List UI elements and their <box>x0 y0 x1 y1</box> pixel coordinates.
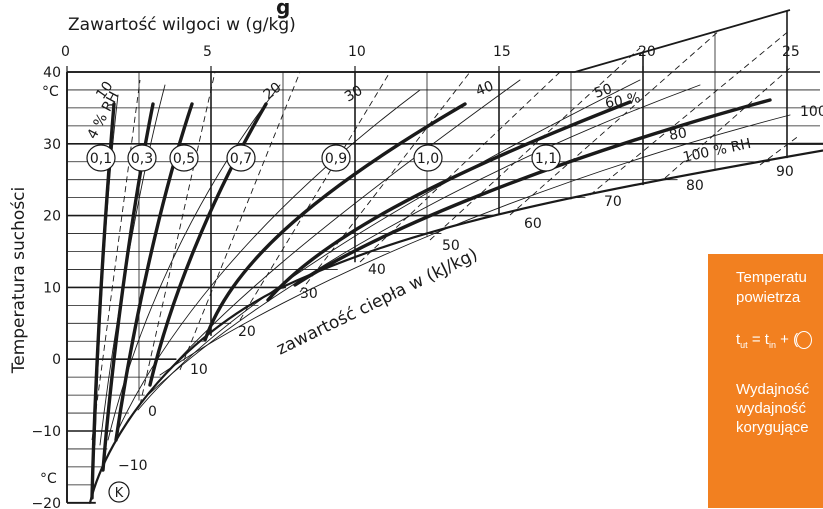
enthalpy-value-5: 40 <box>368 262 386 278</box>
y-tick-label-20: 20 <box>43 209 61 225</box>
rh-curve-60 <box>147 84 701 396</box>
factor-line-10 <box>266 100 632 302</box>
enthalpy-value-10: 90 <box>776 164 794 180</box>
enthalpy-line-50 <box>429 47 641 241</box>
enthalpy-value-0: −10 <box>118 458 148 474</box>
top-slope-line <box>574 9 791 73</box>
enthalpy-value-3: 20 <box>238 324 256 340</box>
factor-line-07 <box>148 102 268 387</box>
enthalpy-value-8: 70 <box>604 194 622 210</box>
y-tick-label-40: 40 <box>43 65 61 81</box>
y-unit-top: °C <box>42 84 59 100</box>
factor-label-6: 1,1 <box>535 151 557 167</box>
rh-label-3: 30 <box>342 83 365 106</box>
factor-circle-4 <box>321 144 351 172</box>
factor-circle-1 <box>127 144 157 172</box>
factor-label-4: 0,9 <box>325 151 347 167</box>
factor-label-0: 0,1 <box>90 151 112 167</box>
panel-line-2: powietrza <box>736 289 801 306</box>
y-tick-label-10: 10 <box>43 280 61 296</box>
rh-label-2: 20 <box>261 80 285 104</box>
enthalpy-value-2: 10 <box>190 362 208 378</box>
factor-line-05 <box>114 102 194 442</box>
formula-t: t <box>736 331 741 348</box>
factor-circle-5 <box>413 144 443 172</box>
rh-label-5: 50 <box>592 81 614 102</box>
factor-circle-3 <box>226 144 256 172</box>
enthalpy-line-80 <box>664 67 791 179</box>
title-partial: g <box>276 0 290 19</box>
factor-line-09 <box>203 102 467 342</box>
enthalpy-value-6: 50 <box>442 238 460 254</box>
chart-curves <box>88 29 823 504</box>
y-tick-label-0: 0 <box>52 352 61 368</box>
factor-circle-0 <box>86 144 116 172</box>
factor-line-11 <box>293 98 772 287</box>
enthalpy-value-4: 30 <box>300 286 318 302</box>
rh-curve-80 <box>159 114 791 376</box>
x-tick-label-15: 15 <box>493 44 511 60</box>
y-axis-label: Temperatura suchości <box>9 187 29 375</box>
formula-eq: = t <box>747 331 769 348</box>
enthalpy-line-90 <box>759 134 801 166</box>
enthalpy-line-10 <box>91 79 141 441</box>
x-tick-label-5: 5 <box>203 44 212 60</box>
rh-label-7: 80 <box>668 125 688 144</box>
enthalpy-line-60 <box>509 29 721 216</box>
rh-curve-40 <box>127 79 521 421</box>
factor-label-2: 0,5 <box>173 151 195 167</box>
panel-formula: tut = tin + ( <box>736 330 813 355</box>
enthalpy-line-20 <box>239 71 391 321</box>
enthalpy-value-11: 100 <box>800 104 823 120</box>
x-tick-label-0: 0 <box>61 44 70 60</box>
factor-label-3: 0,7 <box>230 151 252 167</box>
formula-plus: + ( <box>775 331 799 348</box>
saturation-curve <box>88 142 823 504</box>
rh-label-6: 60 % <box>604 90 642 112</box>
enthalpy-value-1: 0 <box>148 404 157 420</box>
x-tick-label-10: 10 <box>348 44 366 60</box>
rh-curve-30 <box>117 89 421 431</box>
factor-label-5: 1,0 <box>417 151 439 167</box>
rh-curve-20 <box>107 84 281 441</box>
factor-circle-6 <box>531 144 561 172</box>
enthalpy-line-70 <box>589 29 791 196</box>
panel-line-3: Wydajność <box>736 381 810 398</box>
factor-label-1: 0,3 <box>131 151 153 167</box>
y-tick-label-30: 30 <box>43 137 61 153</box>
enthalpy-line-0 <box>139 71 216 406</box>
formula-circle-icon <box>796 331 813 350</box>
orange-info-panel: Temperatu powietrza tut = tin + ( Wydajn… <box>708 254 823 508</box>
enthalpy-value-9: 80 <box>686 178 704 194</box>
enthalpy-line-30 <box>299 71 471 293</box>
rh-label-4: 40 <box>474 78 497 100</box>
x-tick-label-20: 20 <box>638 44 656 60</box>
y-tick-label--20: −20 <box>31 496 61 509</box>
rh-curve-50 <box>137 79 641 411</box>
enthalpy-value-7: 60 <box>524 216 542 232</box>
panel-line-5: korygujące <box>736 419 809 436</box>
y-unit-bottom: °C <box>40 471 57 487</box>
x-axis-label: Zawartość wilgoci w (g/kg) <box>68 15 296 35</box>
panel-line-4: wydajność <box>736 400 807 417</box>
factor-circle-2 <box>169 144 199 172</box>
enthalpy-line-10b <box>179 71 301 371</box>
x-tick-label-25: 25 <box>782 44 800 60</box>
formula-ut: ut <box>740 340 748 350</box>
y-tick-label--10: −10 <box>31 424 61 440</box>
panel-line-1: Temperatu <box>736 269 807 286</box>
k-circle <box>108 481 130 503</box>
formula-in: in <box>768 340 776 350</box>
k-label: K <box>115 486 124 501</box>
